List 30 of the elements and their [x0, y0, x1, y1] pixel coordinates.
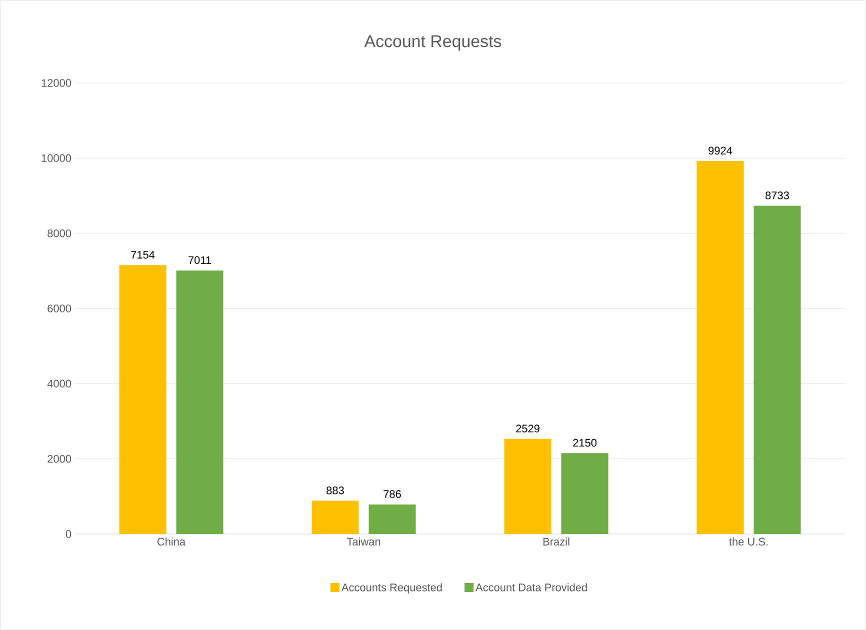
data-label: 8733	[766, 192, 789, 200]
y-tick-label: 4000	[47, 380, 72, 388]
legend-label: Accounts Requested	[341, 583, 442, 594]
bar	[119, 265, 166, 534]
bar	[696, 161, 744, 534]
bar	[504, 438, 552, 534]
y-tick-label: 8000	[48, 229, 72, 238]
data-label: 786	[384, 490, 401, 498]
bar	[561, 453, 608, 534]
data-label: 7011	[188, 256, 212, 264]
x-tick-label: Brazil	[543, 538, 570, 546]
bar	[176, 270, 224, 534]
legend-label: Account Data Provided	[476, 583, 587, 592]
x-tick-label: the U.S.	[729, 538, 768, 546]
x-tick-label: Taiwan	[346, 538, 380, 546]
bar	[368, 504, 416, 534]
y-tick-label: 2000	[48, 454, 72, 463]
y-tick-label: 6000	[48, 304, 72, 312]
data-label: 7154	[131, 250, 155, 259]
y-tick-label: 12000	[42, 79, 72, 87]
x-tick-label: China	[158, 538, 186, 546]
y-tick-label: 10000	[42, 154, 72, 162]
data-label: 9924	[708, 146, 732, 154]
bar	[312, 500, 359, 534]
data-label: 883	[326, 486, 344, 494]
data-label: 2150	[573, 438, 596, 447]
data-label: 2529	[516, 424, 540, 432]
chart-title: Account Requests	[364, 35, 502, 51]
y-tick-label: 0	[66, 530, 72, 538]
bar	[754, 206, 801, 534]
